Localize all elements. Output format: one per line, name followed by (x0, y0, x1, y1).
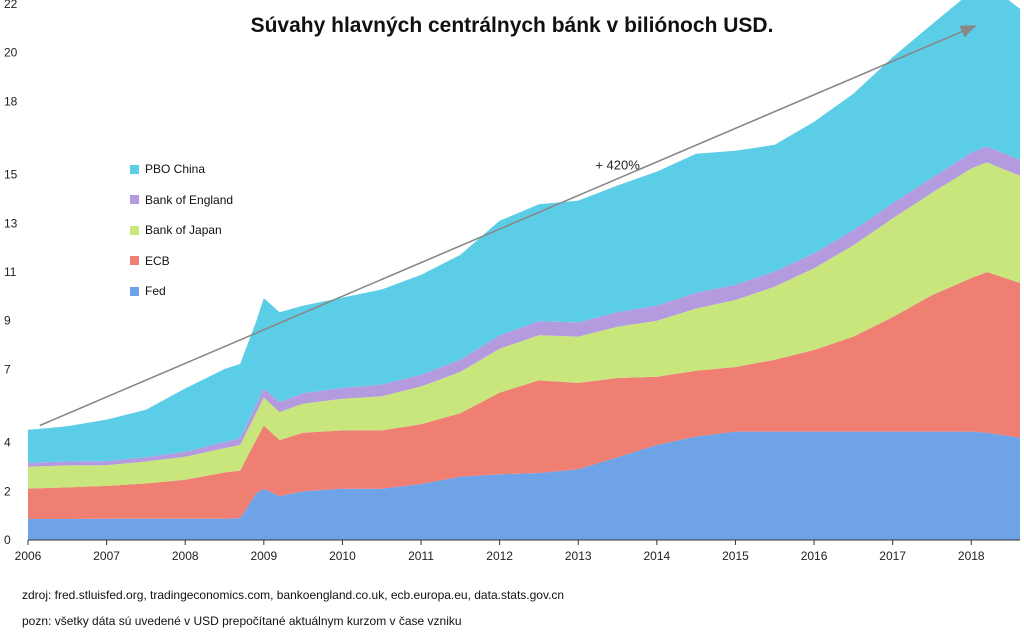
y-tick-label: 0 (4, 533, 11, 547)
area-fed (28, 431, 1020, 540)
legend-swatch-pbo-china (130, 164, 139, 174)
source-note: zdroj: fred.stluisfed.org, tradingeconom… (22, 588, 565, 602)
area-bank-of-japan (28, 162, 1020, 489)
stacked-areas (28, 0, 1020, 540)
x-tick-label: 2012 (486, 549, 513, 563)
trend-arrow (39, 25, 977, 427)
x-tick-label: 2010 (329, 549, 356, 563)
y-tick-label: 22 (4, 0, 18, 11)
legend-item-bank-of-england: Bank of England (130, 185, 233, 216)
trend-overlay: + 420% (39, 25, 977, 427)
legend-label-ecb: ECB (145, 253, 170, 268)
legend: PBO China Bank of England Bank of Japan … (130, 154, 233, 307)
x-tick-label: 2009 (250, 549, 277, 563)
remark-note: pozn: všetky dáta sú uvedené v USD prepo… (22, 614, 462, 628)
x-tick-label: 2017 (879, 549, 906, 563)
legend-item-pbo-china: PBO China (130, 154, 233, 185)
legend-item-ecb: ECB (130, 246, 233, 277)
x-tick-label: 2007 (93, 549, 120, 563)
legend-label-bank-of-japan: Bank of Japan (145, 223, 222, 238)
y-tick-label: 13 (4, 216, 18, 230)
legend-swatch-bank-of-england (130, 195, 139, 205)
area-ecb (28, 272, 1020, 519)
legend-label-bank-of-england: Bank of England (145, 192, 234, 207)
axes: 0 2 4 7 9 11 13 15 18 20 22 2006 2007 2008 2009 2010 201… (4, 0, 1020, 563)
legend-item-bank-of-japan: Bank of Japan (130, 215, 233, 246)
legend-item-fed: Fed (130, 276, 233, 307)
x-tick-label: 2016 (801, 549, 828, 563)
y-tick-label: 20 (4, 46, 18, 60)
y-tick-label: 9 (4, 314, 11, 328)
legend-label-fed: Fed (145, 284, 166, 299)
x-tick-label: 2008 (172, 549, 199, 563)
x-tick-label: 2011 (408, 549, 434, 563)
y-tick-label: 2 (4, 484, 11, 498)
chart-title: Súvahy hlavných centrálnych bánk v bilió… (250, 14, 774, 37)
x-tick-label: 2014 (643, 549, 670, 563)
legend-swatch-fed (130, 286, 139, 296)
growth-annotation: + 420% (595, 158, 640, 173)
y-tick-label: 18 (4, 94, 18, 108)
y-tick-label: 7 (4, 362, 11, 376)
area-pbo-china (28, 0, 1020, 463)
legend-label-pbo-china: PBO China (145, 162, 206, 177)
legend-swatch-bank-of-japan (130, 225, 139, 235)
y-tick-label: 11 (4, 265, 17, 279)
y-tick-label: 15 (4, 168, 18, 182)
x-tick-label: 2018 (958, 549, 985, 563)
x-tick-label: 2006 (15, 549, 42, 563)
x-tick-label: 2015 (722, 549, 749, 563)
legend-swatch-ecb (130, 256, 139, 266)
x-tick-label: 2013 (565, 549, 592, 563)
y-tick-label: 4 (4, 436, 11, 450)
